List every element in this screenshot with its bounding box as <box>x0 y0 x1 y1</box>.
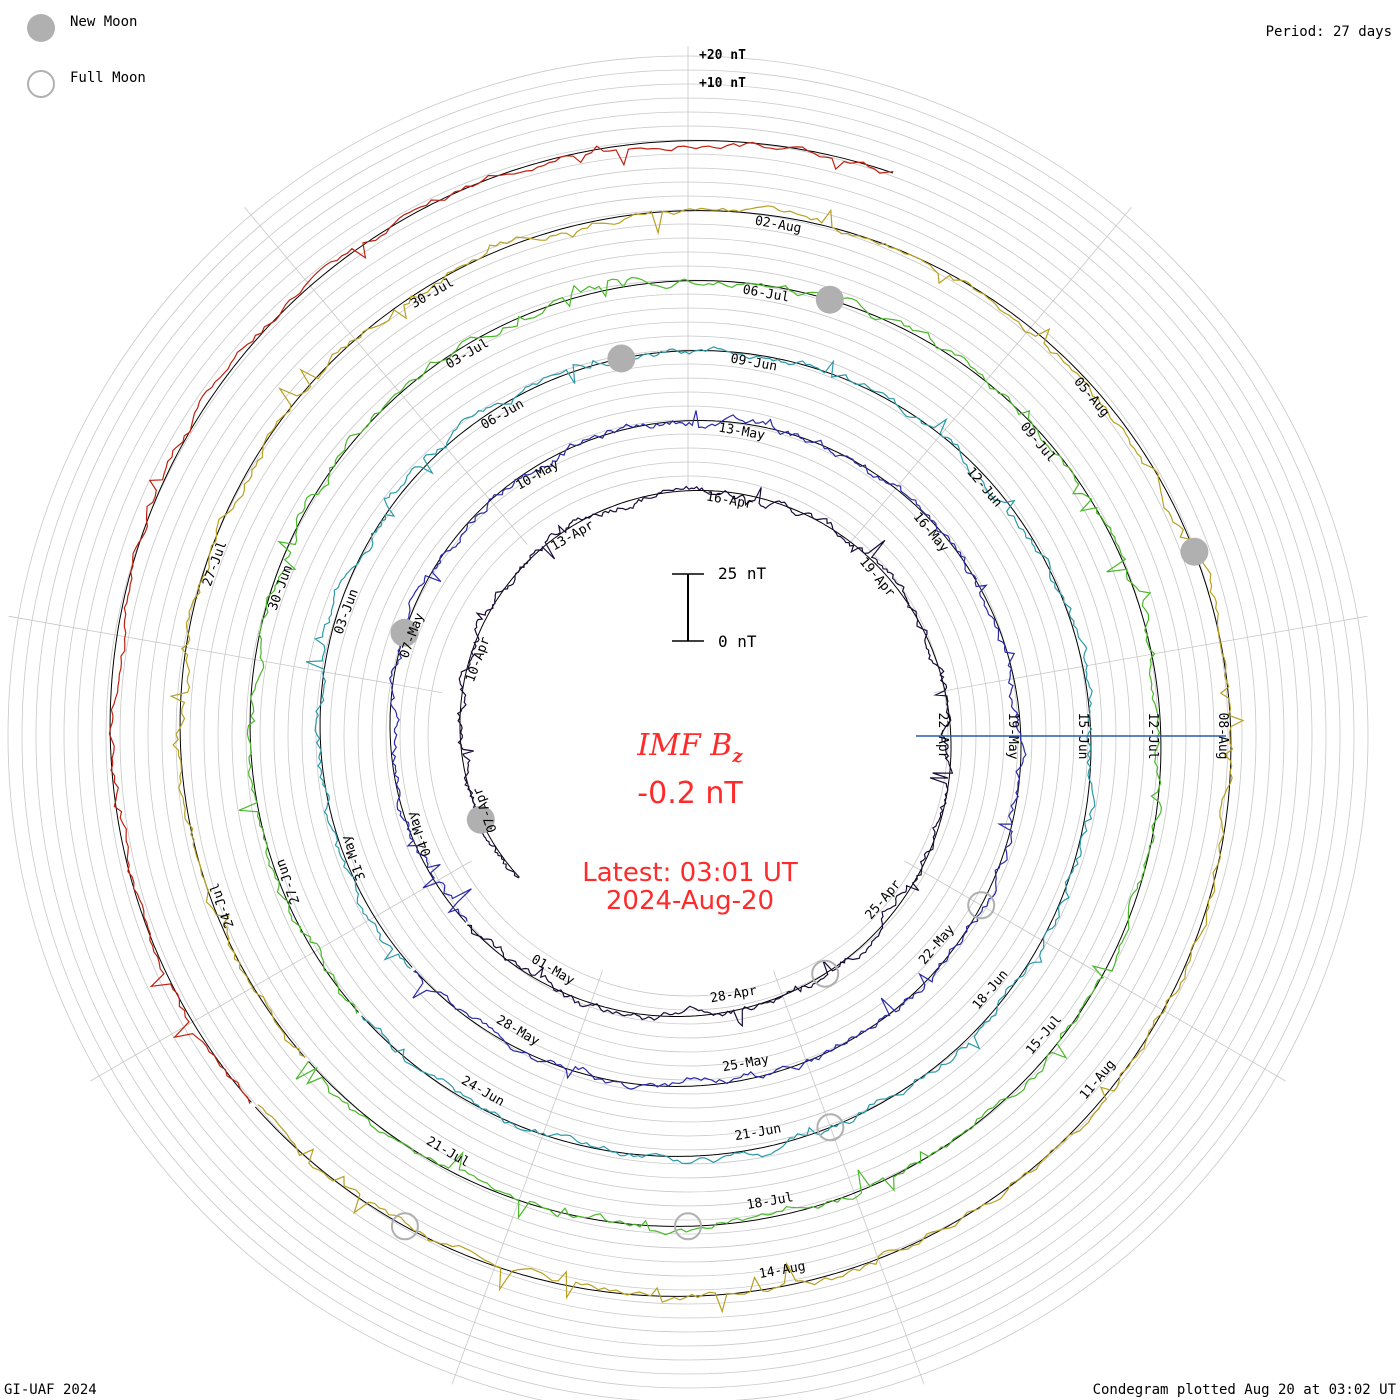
reference-label-plus20: +20 nT <box>699 48 746 63</box>
grid-spoke <box>244 207 528 545</box>
date-label: 09-Jun <box>729 352 778 375</box>
date-label: 27-Jun <box>273 857 303 906</box>
bz-trace-turn-6 <box>108 141 894 1104</box>
full-moon-marker <box>674 1212 702 1241</box>
full-moon-marker <box>811 959 840 988</box>
scale-bar-bottom-label: 0 nT <box>718 632 757 651</box>
quantity-title-main: IMF B <box>637 728 733 763</box>
spiral-baseline <box>459 490 952 1017</box>
new-moon-marker <box>1180 537 1209 566</box>
new-moon-marker <box>607 344 636 373</box>
date-label: 03-Jul <box>443 336 491 372</box>
footer-plot-time: Condegram plotted Aug 20 at 03:02 UT <box>1092 1382 1396 1398</box>
date-label: 13-Apr <box>548 518 596 555</box>
date-label: 11-Aug <box>1077 1057 1119 1103</box>
full-moon-icon <box>27 70 55 98</box>
date-label: 12-Jun <box>963 465 1005 511</box>
period-label: Period: 27 days <box>1265 24 1392 40</box>
grid-spoke <box>773 970 925 1385</box>
spiral-baseline <box>179 210 1232 1297</box>
date-label: 03-Jun <box>332 587 362 636</box>
date-label: 09-Jul <box>1017 420 1059 466</box>
bz-trace-turn-4 <box>238 276 1163 1236</box>
latest-time: Latest: 03:01 UT <box>582 858 798 888</box>
bz-spiral-trace <box>108 140 1245 1314</box>
bz-trace-turn-5 <box>169 205 1245 1314</box>
date-label: 15-Jul <box>1023 1012 1065 1058</box>
quantity-title-sub: z <box>732 746 743 767</box>
new-moon-marker <box>815 285 844 314</box>
grid-spoke <box>451 970 603 1385</box>
grid-spoke <box>934 615 1368 693</box>
bz-trace-turn-1 <box>456 485 954 1028</box>
scale-bar-top-label: 25 nT <box>718 564 767 583</box>
date-label: 06-Jun <box>478 397 526 433</box>
date-label: 24-Jul <box>207 881 237 930</box>
latest-date: 2024-Aug-20 <box>605 886 775 916</box>
bz-trace-turn-3 <box>305 346 1096 1165</box>
date-label: 27-Jul <box>200 539 230 588</box>
full-moon-marker <box>967 891 996 920</box>
spiral-baseline <box>319 350 1092 1157</box>
footer-credit: GI-UAF 2024 <box>4 1382 97 1398</box>
date-label: 22-May <box>916 922 958 968</box>
grid-spoke <box>904 860 1286 1082</box>
date-label: 10-May <box>513 457 561 494</box>
new-moon-icon <box>27 14 55 42</box>
quantity-title: IMF Bz <box>560 728 820 767</box>
date-label: 25-Apr <box>863 877 905 923</box>
new-moon-label: New Moon <box>70 14 138 30</box>
reference-label-plus10: +10 nT <box>699 76 746 91</box>
new-moon-marker <box>466 805 495 834</box>
moon-phase-markers <box>390 285 1209 1241</box>
full-moon-label: Full Moon <box>70 70 146 86</box>
date-label: 02-Aug <box>754 214 803 237</box>
new-moon-marker <box>390 618 419 647</box>
date-label: 30-Jul <box>408 275 456 311</box>
spiral-baseline <box>249 280 1162 1227</box>
date-label: 16-May <box>910 510 952 556</box>
grid-spoke <box>8 615 442 693</box>
date-label: 31-May <box>339 833 369 882</box>
spiral-baseline <box>109 140 894 1103</box>
full-moon-marker <box>816 1113 845 1142</box>
current-value: -0.2 nT <box>637 776 743 811</box>
full-moon-marker <box>390 1212 419 1241</box>
date-label: 18-Jun <box>970 967 1012 1013</box>
grid-spoke <box>90 860 472 1082</box>
date-label: 10-Apr <box>463 635 493 684</box>
date-label: 30-Jun <box>266 563 296 612</box>
date-label: 16-Apr <box>705 489 754 512</box>
date-label: 04-May <box>405 809 435 858</box>
polar-grid <box>7 46 1369 1400</box>
date-label: 05-Aug <box>1070 375 1112 421</box>
date-label: 13-May <box>717 420 766 443</box>
